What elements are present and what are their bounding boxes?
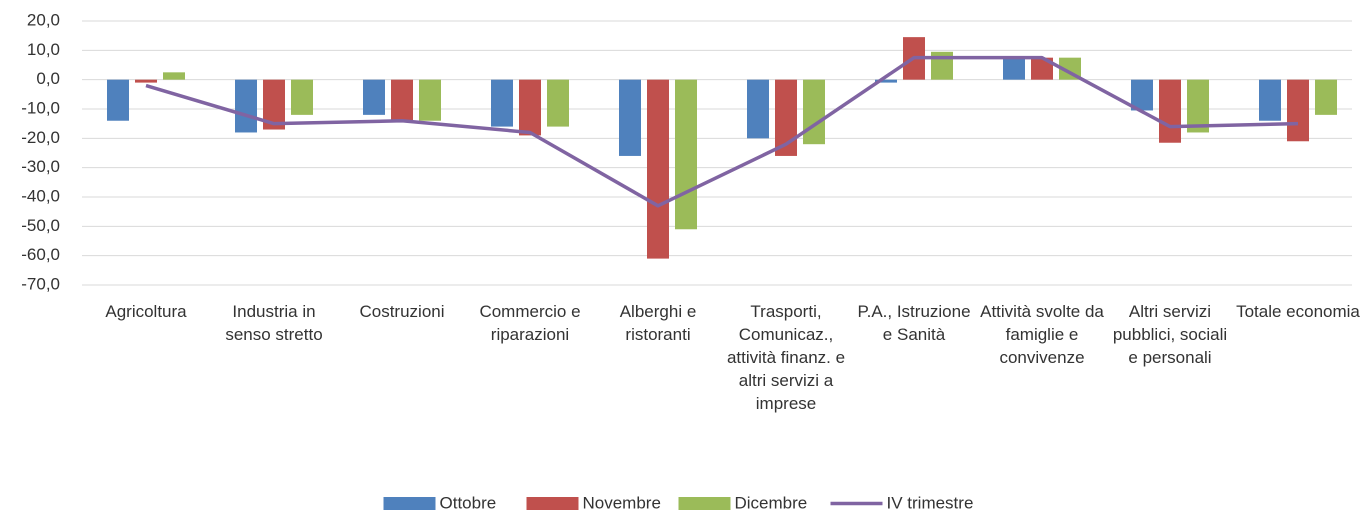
legend-swatch	[383, 497, 436, 510]
x-tick-label: Attività svolte da famiglie e convivenze	[980, 302, 1104, 367]
legend-label: IV trimestre	[887, 493, 974, 512]
legend-label: Novembre	[583, 493, 661, 512]
bar	[363, 79, 385, 115]
line	[145, 55, 1299, 208]
bar	[675, 79, 697, 230]
bar	[1131, 79, 1153, 111]
bar	[875, 79, 897, 83]
x-tick-label: Costruzioni	[359, 302, 445, 321]
bar	[1315, 79, 1337, 115]
bar	[291, 79, 313, 115]
y-tick-label: 10,0	[27, 40, 60, 59]
x-tick-label: Altri servizi pubblici, sociali e person…	[1112, 302, 1228, 367]
legend-label: Dicembre	[735, 493, 808, 512]
y-tick-label: -20,0	[21, 128, 60, 147]
bar	[519, 79, 541, 136]
x-tick-label: Agricoltura	[105, 302, 187, 321]
bar	[391, 79, 413, 121]
y-tick-label: 0,0	[36, 69, 60, 88]
bar	[491, 79, 513, 127]
y-tick-label: -60,0	[21, 245, 60, 264]
y-tick-label: -70,0	[21, 274, 60, 293]
x-tick-label: Commercio e riparazioni	[479, 302, 581, 344]
x-tick-label: Alberghi e ristoranti	[619, 302, 697, 344]
x-tick-label: Trasporti, Comunicaz., attività finanz. …	[726, 302, 846, 413]
bar	[803, 79, 825, 145]
bar	[647, 79, 669, 259]
legend-swatch	[526, 497, 579, 510]
bar	[135, 79, 157, 83]
bar	[107, 79, 129, 121]
bar	[263, 79, 285, 130]
y-tick-label: -50,0	[21, 216, 60, 235]
y-tick-label: -10,0	[21, 98, 60, 117]
legend-swatch	[678, 497, 731, 510]
bar	[235, 79, 257, 133]
bar	[419, 79, 441, 121]
bar	[1159, 79, 1181, 143]
bar	[775, 79, 797, 156]
bar	[619, 79, 641, 156]
x-tick-label: Totale economia	[1236, 302, 1360, 321]
x-tick-label: Industria in senso stretto	[225, 302, 323, 344]
bar	[1259, 79, 1281, 121]
y-tick-label: -40,0	[21, 186, 60, 205]
y-tick-label: 20,0	[27, 10, 60, 29]
bar	[1003, 57, 1025, 80]
y-tick-label: -30,0	[21, 157, 60, 176]
legend-label: Ottobre	[440, 493, 497, 512]
bar	[163, 72, 185, 80]
bar	[1287, 79, 1309, 142]
bar	[747, 79, 769, 139]
bar	[1031, 57, 1053, 80]
x-tick-label: P.A., Istruzione e Sanità	[857, 302, 971, 344]
bar	[547, 79, 569, 127]
bar	[1187, 79, 1209, 133]
